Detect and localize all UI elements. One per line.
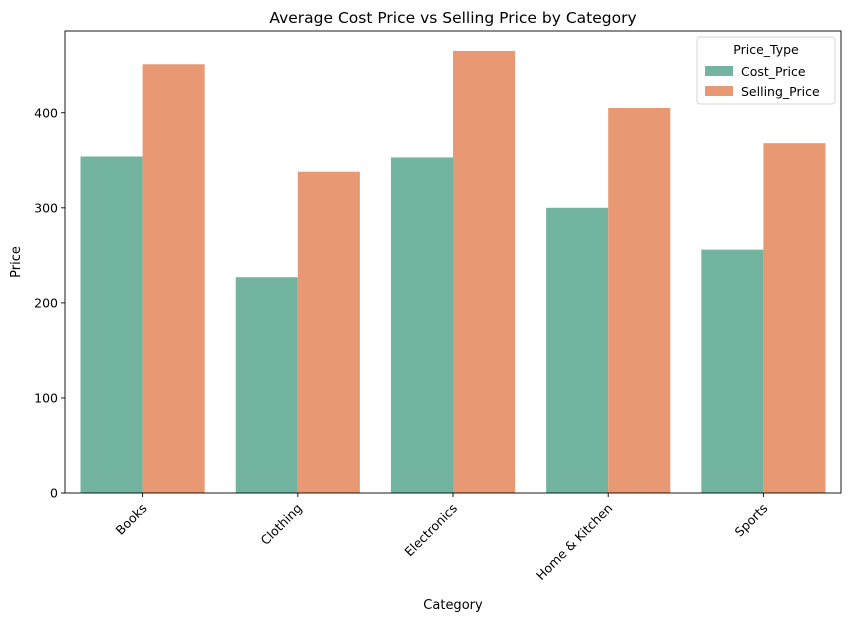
bar-selling-price-0 xyxy=(142,64,205,494)
legend-swatch-selling-price xyxy=(705,86,733,96)
y-tick-label: 400 xyxy=(34,105,58,120)
legend: Price_Type Cost_Price Selling_Price xyxy=(696,36,836,105)
x-tick-label: Clothing xyxy=(258,501,305,548)
legend-swatch-cost-price xyxy=(705,66,733,76)
chart-title: Average Cost Price vs Selling Price by C… xyxy=(269,9,636,27)
plot-area: 0 100 200 300 400 Books Clothing Electronics Hom… xyxy=(34,30,842,583)
bar-cost-price-2 xyxy=(390,157,453,493)
y-tick-label: 0 xyxy=(50,486,58,501)
legend-label-selling-price: Selling_Price xyxy=(741,84,820,99)
bar-cost-price-4 xyxy=(701,249,764,493)
x-tick-label: Home & Kitchen xyxy=(533,501,615,583)
y-tick-label: 200 xyxy=(34,295,58,310)
bar-selling-price-2 xyxy=(453,50,516,494)
x-axis-label: Category xyxy=(423,598,483,613)
x-tick-label: Sports xyxy=(732,501,771,540)
y-axis-label: Price xyxy=(9,246,24,278)
bar-cost-price-3 xyxy=(546,207,609,493)
bar-cost-price-1 xyxy=(235,277,298,493)
y-tick-label: 100 xyxy=(34,390,58,405)
y-tick-label: 300 xyxy=(34,200,58,215)
bar-selling-price-3 xyxy=(608,108,671,493)
legend-title: Price_Type xyxy=(733,42,799,57)
bar-cost-price-0 xyxy=(80,156,143,494)
x-tick-label: Books xyxy=(113,501,150,538)
bar-selling-price-1 xyxy=(297,171,360,493)
legend-label-cost-price: Cost_Price xyxy=(741,64,806,79)
x-tick-label: Electronics xyxy=(401,501,460,560)
bar-selling-price-4 xyxy=(763,143,826,494)
